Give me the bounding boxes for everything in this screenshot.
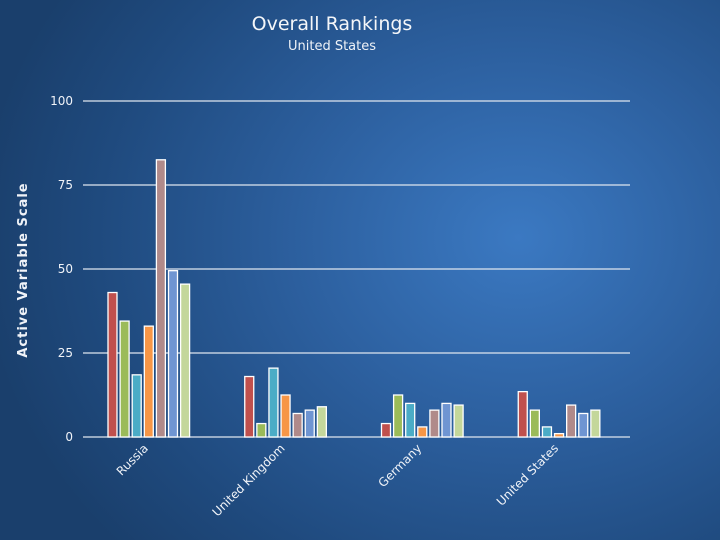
- bar: [405, 402, 416, 438]
- y-tick-label: 100: [50, 94, 73, 108]
- bar: [578, 412, 589, 438]
- bar: [107, 291, 118, 438]
- bar: [244, 375, 255, 438]
- bar: [380, 422, 392, 438]
- x-tick-label: United States: [494, 441, 561, 508]
- bar: [529, 409, 540, 438]
- bar: [304, 409, 315, 438]
- bar: [268, 367, 279, 438]
- bar: [119, 320, 130, 438]
- y-tick-label: 0: [65, 430, 73, 444]
- bar: [179, 283, 191, 438]
- y-tick-label: 50: [58, 262, 73, 276]
- bar: [517, 390, 528, 438]
- bar: [131, 374, 142, 438]
- bar: [541, 426, 553, 438]
- y-axis-label: Active Variable Scale: [16, 182, 31, 357]
- bar: [292, 412, 303, 438]
- y-tick-label: 25: [58, 346, 73, 360]
- x-tick-label: Germany: [376, 441, 425, 490]
- bar: [417, 426, 428, 438]
- x-tick-label: Russia: [114, 441, 151, 478]
- bar: [155, 159, 167, 438]
- bar: [256, 422, 267, 438]
- y-tick-label: 75: [58, 178, 73, 192]
- bar: [429, 409, 440, 438]
- chart-subtitle: United States: [288, 39, 376, 54]
- bar: [280, 394, 291, 438]
- bar: [316, 406, 328, 438]
- bar: [167, 270, 179, 438]
- bar: [553, 432, 565, 438]
- x-tick-label: United Kingdom: [210, 441, 288, 519]
- bar: [566, 404, 577, 438]
- bar: [590, 409, 601, 438]
- bar: [143, 325, 154, 438]
- bar: [441, 402, 452, 438]
- bar: [392, 394, 404, 438]
- chart-title: Overall Rankings: [252, 13, 413, 35]
- bar: [453, 404, 464, 438]
